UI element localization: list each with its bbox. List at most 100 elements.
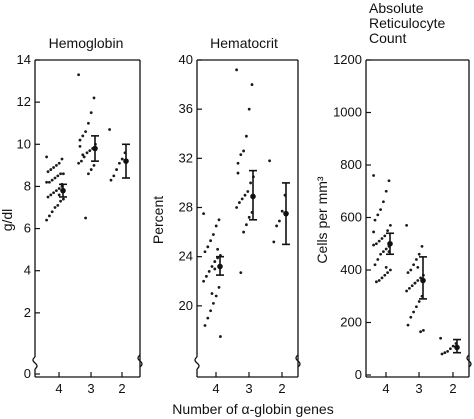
y-tick-label: 4: [24, 263, 31, 278]
data-point: [386, 229, 389, 233]
data-point: [45, 155, 48, 159]
data-point: [217, 285, 221, 289]
data-point: [275, 224, 278, 228]
data-point: [57, 193, 61, 197]
data-point: [56, 174, 60, 178]
data-point: [118, 161, 121, 165]
data-point: [278, 219, 281, 223]
data-point: [206, 316, 210, 320]
data-point: [240, 197, 244, 201]
frame-break-mark: [295, 354, 301, 368]
x-tick-label: 2: [118, 381, 125, 396]
data-point: [112, 174, 116, 178]
y-tick-label: 40: [179, 52, 193, 67]
panel-hemoglobin: Hemoglobin g/dl 0 2 4 6 8 10 12 14 4 3 2: [0, 35, 143, 396]
data-point: [383, 234, 387, 238]
data-point: [405, 289, 408, 293]
data-point: [382, 200, 385, 204]
data-point: [57, 161, 61, 165]
data-point: [50, 178, 54, 182]
data-point: [372, 230, 375, 234]
data-point: [55, 163, 58, 167]
data-point: [59, 172, 62, 176]
y-tick-label: 28: [179, 200, 193, 215]
panel-title-line: Absolute: [369, 0, 424, 16]
data-point: [416, 279, 420, 282]
data-point: [376, 258, 380, 261]
data-point: [80, 159, 83, 163]
data-point: [52, 191, 55, 195]
data-point: [48, 214, 51, 218]
data-point: [380, 276, 384, 280]
data-point: [78, 138, 82, 142]
data-point: [268, 159, 271, 163]
data-point: [108, 128, 111, 131]
y-tick-label: 1000: [333, 105, 362, 120]
data-point: [84, 130, 87, 134]
mean-marker: [420, 277, 426, 284]
data-point: [77, 161, 80, 165]
y-tick-label: 10: [17, 136, 31, 151]
data-point: [239, 153, 243, 157]
panel-title: Hematocrit: [210, 35, 278, 51]
data-point: [383, 273, 387, 277]
data-point: [417, 300, 421, 303]
y-tick-label: 400: [340, 262, 362, 277]
data-point: [384, 265, 388, 269]
data-point: [375, 280, 378, 284]
data-point: [59, 199, 62, 203]
data-point: [417, 252, 421, 256]
data-point: [209, 239, 213, 243]
data-point: [413, 281, 417, 285]
data-point: [236, 161, 240, 165]
data-point: [57, 187, 61, 190]
y-tick-label: 8: [24, 178, 31, 193]
data-point: [382, 250, 385, 254]
data-point: [412, 310, 415, 314]
data-point: [60, 157, 64, 161]
data-point: [236, 171, 240, 175]
frame-break-mark: [137, 354, 143, 368]
y-tick-label: 800: [340, 157, 362, 172]
data-point: [420, 244, 424, 248]
data-point: [451, 344, 455, 348]
data-point: [380, 237, 384, 240]
data-point: [62, 172, 65, 176]
data-point: [46, 170, 50, 174]
y-tick-label: 32: [179, 150, 193, 165]
data-point: [416, 265, 420, 269]
data-point: [373, 218, 377, 222]
data-point: [115, 168, 118, 171]
data-point: [409, 315, 413, 319]
data-point: [210, 265, 214, 268]
mean-marker: [60, 187, 66, 194]
data-point: [415, 305, 418, 309]
data-point: [249, 181, 253, 185]
data-point: [84, 216, 87, 220]
x-tick-label: 3: [415, 381, 422, 396]
data-point: [48, 180, 51, 184]
data-point: [45, 218, 48, 222]
data-point: [49, 193, 53, 197]
y-tick-label: 600: [340, 210, 362, 225]
data-point: [87, 121, 90, 125]
x-tick-label: 2: [449, 381, 456, 396]
y-axis-label: Cells per mm³: [314, 176, 330, 263]
data-point: [439, 336, 442, 340]
y-tick-label: 12: [17, 94, 31, 109]
data-point: [88, 149, 92, 153]
mean-marker: [217, 263, 223, 270]
data-point: [389, 223, 392, 227]
data-point: [92, 163, 96, 167]
data-point: [203, 250, 207, 254]
data-point: [410, 284, 414, 288]
y-tick-label: 36: [179, 101, 193, 116]
data-point: [389, 268, 392, 272]
mean-marker: [123, 158, 129, 164]
data-point: [379, 208, 382, 212]
x-tick-label: 3: [245, 381, 252, 396]
data-point: [372, 243, 375, 247]
data-point: [373, 263, 377, 267]
